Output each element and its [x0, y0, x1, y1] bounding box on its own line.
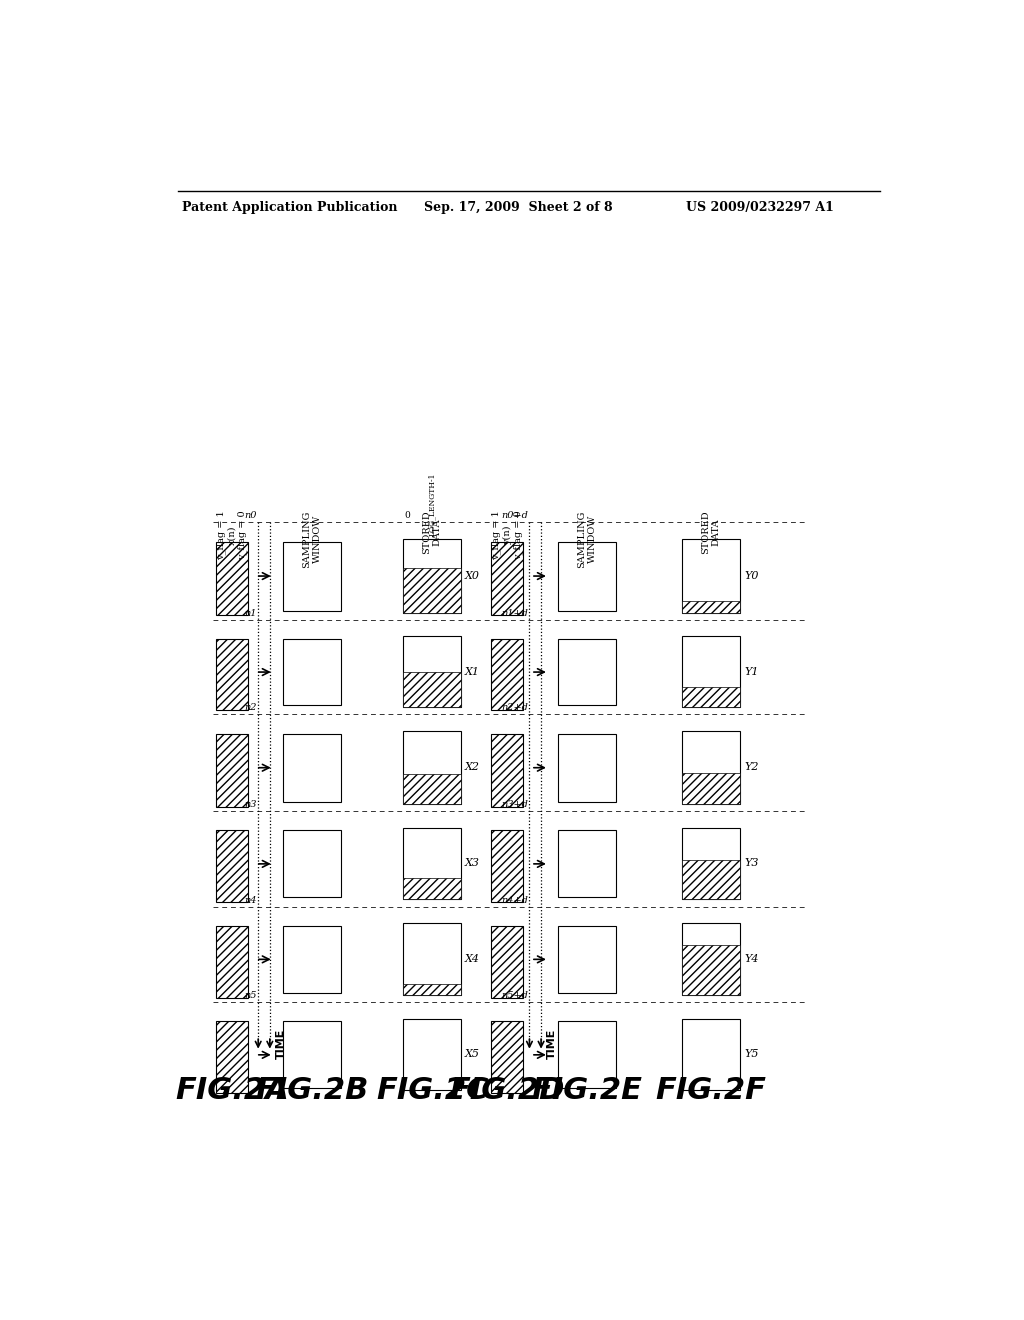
Bar	[558, 925, 616, 993]
Text: FIG.2C: FIG.2C	[376, 1076, 488, 1105]
Bar	[216, 830, 248, 902]
Bar	[216, 1022, 248, 1093]
Bar	[403, 923, 461, 995]
Bar	[490, 830, 523, 902]
Text: SAMPLING
WINDOW: SAMPLING WINDOW	[578, 511, 597, 568]
Bar	[403, 539, 461, 612]
Bar	[682, 945, 740, 995]
Text: n5+d: n5+d	[501, 991, 528, 1001]
Bar	[283, 1022, 341, 1088]
Bar	[682, 859, 740, 899]
Bar	[682, 602, 740, 612]
Text: n0+d: n0+d	[501, 511, 528, 520]
Text: FIG.2F: FIG.2F	[655, 1076, 767, 1105]
Text: Y5: Y5	[744, 1049, 759, 1060]
Bar	[403, 672, 461, 706]
Bar	[558, 1022, 616, 1088]
Bar	[403, 983, 461, 995]
Bar	[283, 925, 341, 993]
Bar	[558, 639, 616, 705]
Text: SAMPLING
WINDOW: SAMPLING WINDOW	[302, 511, 322, 568]
Text: v_flag = 1
y(n)
v_flag = 0: v_flag = 1 y(n) v_flag = 0	[492, 511, 522, 560]
Bar	[403, 828, 461, 899]
Text: FIG.2E: FIG.2E	[531, 1076, 643, 1105]
Bar	[403, 878, 461, 899]
Text: n2+d: n2+d	[501, 704, 528, 711]
Bar	[216, 639, 248, 710]
Text: Y3: Y3	[744, 858, 759, 869]
Bar	[682, 1019, 740, 1090]
Text: n5: n5	[244, 991, 257, 1001]
Bar	[682, 539, 740, 612]
Bar	[283, 830, 341, 898]
Bar	[283, 639, 341, 705]
Bar	[558, 734, 616, 801]
Text: v_flag = 1
x(n)
v_flag = 0: v_flag = 1 x(n) v_flag = 0	[216, 511, 248, 560]
Bar	[682, 828, 740, 899]
Bar	[403, 731, 461, 804]
Bar	[216, 925, 248, 998]
Text: X0: X0	[465, 570, 480, 581]
Bar	[216, 541, 248, 615]
Text: n2: n2	[244, 704, 257, 711]
Text: X3: X3	[465, 858, 480, 869]
Bar	[403, 775, 461, 804]
Bar	[490, 639, 523, 710]
Bar	[216, 734, 248, 807]
Text: Y0: Y0	[744, 570, 759, 581]
Text: n3+d: n3+d	[501, 800, 528, 809]
Text: n1: n1	[244, 609, 257, 618]
Text: X2: X2	[465, 762, 480, 772]
Text: TIME: TIME	[547, 1028, 557, 1059]
Text: US 2009/0232297 A1: US 2009/0232297 A1	[686, 201, 834, 214]
Text: Y4: Y4	[744, 954, 759, 964]
Text: Patent Application Publication: Patent Application Publication	[182, 201, 397, 214]
Text: STORED
DATA: STORED DATA	[701, 511, 721, 554]
Text: n4+d: n4+d	[501, 895, 528, 904]
Text: Y2: Y2	[744, 762, 759, 772]
Bar	[682, 636, 740, 706]
Bar	[283, 541, 341, 611]
Text: 0: 0	[404, 511, 411, 520]
Bar	[682, 774, 740, 804]
Text: Y1: Y1	[744, 667, 759, 677]
Bar	[490, 1022, 523, 1093]
Text: TIME: TIME	[276, 1028, 286, 1059]
Bar	[682, 688, 740, 706]
Text: X4: X4	[465, 954, 480, 964]
Bar	[682, 731, 740, 804]
Text: FIG.2B: FIG.2B	[255, 1076, 369, 1105]
Text: n4: n4	[244, 895, 257, 904]
Bar	[490, 734, 523, 807]
Bar	[403, 636, 461, 706]
Bar	[490, 925, 523, 998]
Bar	[558, 830, 616, 898]
Bar	[558, 541, 616, 611]
Text: X1: X1	[465, 667, 480, 677]
Text: n0: n0	[244, 511, 257, 520]
Text: FIG.2D: FIG.2D	[450, 1076, 564, 1105]
Bar	[490, 541, 523, 615]
Text: X5: X5	[465, 1049, 480, 1060]
Bar	[403, 568, 461, 612]
Text: n1+d: n1+d	[501, 609, 528, 618]
Text: Sep. 17, 2009  Sheet 2 of 8: Sep. 17, 2009 Sheet 2 of 8	[424, 201, 612, 214]
Bar	[283, 734, 341, 801]
Bar	[403, 1019, 461, 1090]
Text: n3: n3	[244, 800, 257, 809]
Text: LOG_LENGTH-1: LOG_LENGTH-1	[428, 473, 436, 536]
Text: FIG.2A: FIG.2A	[175, 1076, 289, 1105]
Text: STORED
DATA: STORED DATA	[423, 511, 442, 554]
Bar	[682, 923, 740, 995]
